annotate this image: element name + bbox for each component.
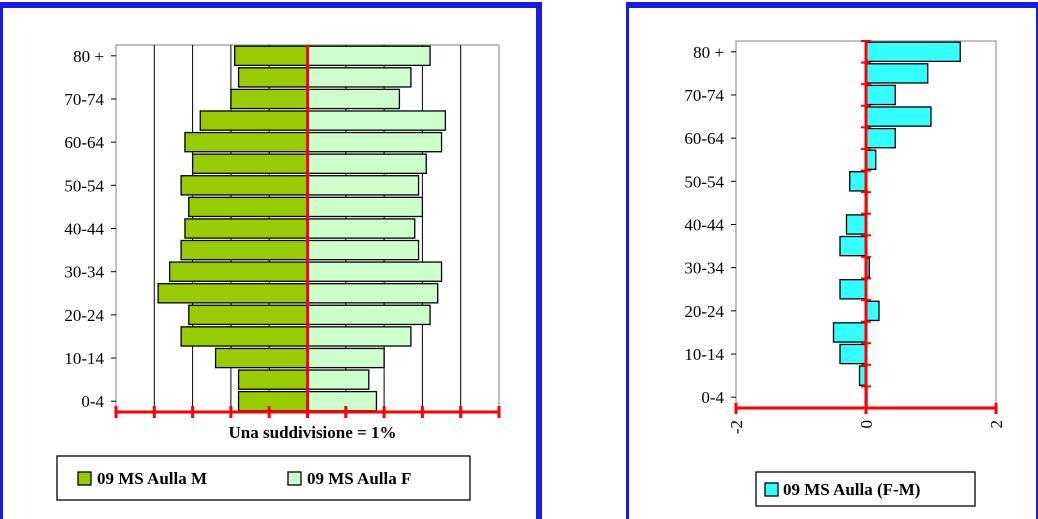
bar <box>865 127 896 149</box>
legend-swatch <box>287 471 302 486</box>
legend-swatch <box>764 482 779 497</box>
difference-chart: -2 0 2 0-4 10-14 20-24 30-34 40-44 50-54 60-64 70-… <box>684 40 1006 507</box>
bar <box>214 347 309 369</box>
bar <box>237 390 309 412</box>
bar <box>157 283 309 304</box>
bar <box>839 235 867 257</box>
bar <box>180 175 309 196</box>
x-tick-label: 2 <box>987 420 1006 429</box>
y-tick-label: 70-74 <box>684 86 724 105</box>
bar <box>865 84 896 106</box>
bar <box>306 175 420 196</box>
y-tick-label: 70-74 <box>64 90 104 109</box>
y-tick-label: 0-4 <box>81 392 104 411</box>
y-tick-label: 60-64 <box>64 133 104 152</box>
bar <box>839 343 867 365</box>
y-tick-label: 30-34 <box>684 259 724 278</box>
bar <box>184 218 309 239</box>
bar <box>306 283 439 304</box>
y-tick-label: 20-24 <box>64 306 104 325</box>
y-tick-label: 0-4 <box>701 388 724 407</box>
x-tick-label: 0 <box>857 420 876 429</box>
legend-label: 09 MS Aulla M <box>97 469 207 488</box>
bar <box>306 67 412 88</box>
bar <box>188 304 309 326</box>
bar <box>306 239 420 261</box>
bar <box>306 369 370 390</box>
bar <box>865 63 929 84</box>
y-tick-label: 10-14 <box>684 345 724 364</box>
legend-label: 09 MS Aulla F <box>307 469 411 488</box>
bar <box>306 347 385 369</box>
bar <box>199 110 309 131</box>
bar <box>188 196 309 218</box>
legend-label: 09 MS Aulla (F-M) <box>783 480 920 499</box>
x-tick-label: -2 <box>727 420 746 434</box>
bar <box>237 369 309 390</box>
bar <box>845 214 867 235</box>
legend-swatch <box>77 471 92 486</box>
bar <box>168 261 309 282</box>
bar <box>306 88 401 110</box>
bar <box>865 106 932 127</box>
bar <box>839 279 867 300</box>
bar <box>865 41 961 63</box>
bar <box>180 326 309 347</box>
bar <box>832 322 867 343</box>
bar <box>306 196 424 218</box>
bar <box>180 239 309 261</box>
bar <box>234 45 309 67</box>
bar <box>849 171 867 192</box>
bar <box>306 261 443 282</box>
bar <box>306 153 427 174</box>
bar <box>306 326 412 347</box>
y-tick-label: 80 + <box>73 47 104 66</box>
bar <box>230 88 309 110</box>
y-tick-label: 20-24 <box>684 302 724 321</box>
bar <box>306 304 431 326</box>
bar <box>191 153 309 174</box>
bar <box>184 131 309 153</box>
annotation-text: Una suddivisione = 1% <box>229 423 397 442</box>
population-pyramid-chart: 0-4 10-14 20-24 30-34 40-44 50-54 60-64 70-74 80… <box>56 44 501 501</box>
y-tick-label: 30-34 <box>64 263 104 282</box>
bar <box>306 390 378 412</box>
bar <box>306 45 431 67</box>
legend-box <box>56 455 471 501</box>
y-tick-label: 60-64 <box>684 129 724 148</box>
y-tick-label: 10-14 <box>64 349 104 368</box>
legend-box <box>755 471 976 507</box>
y-tick-label: 80 + <box>693 43 724 62</box>
bar <box>306 110 447 131</box>
bar <box>306 131 443 153</box>
bar <box>306 218 416 239</box>
y-tick-label: 50-54 <box>64 176 104 195</box>
y-tick-label: 50-54 <box>684 172 724 191</box>
bar <box>865 300 880 322</box>
y-tick-label: 40-44 <box>684 216 724 235</box>
difference-chart-panel: -2 0 2 0-4 10-14 20-24 30-34 40-44 50-54 60-64 70-… <box>626 2 1038 519</box>
bar <box>237 67 309 88</box>
y-tick-label: 40-44 <box>64 220 104 239</box>
population-pyramid-panel: 0-4 10-14 20-24 30-34 40-44 50-54 60-64 70-74 80… <box>0 2 542 519</box>
